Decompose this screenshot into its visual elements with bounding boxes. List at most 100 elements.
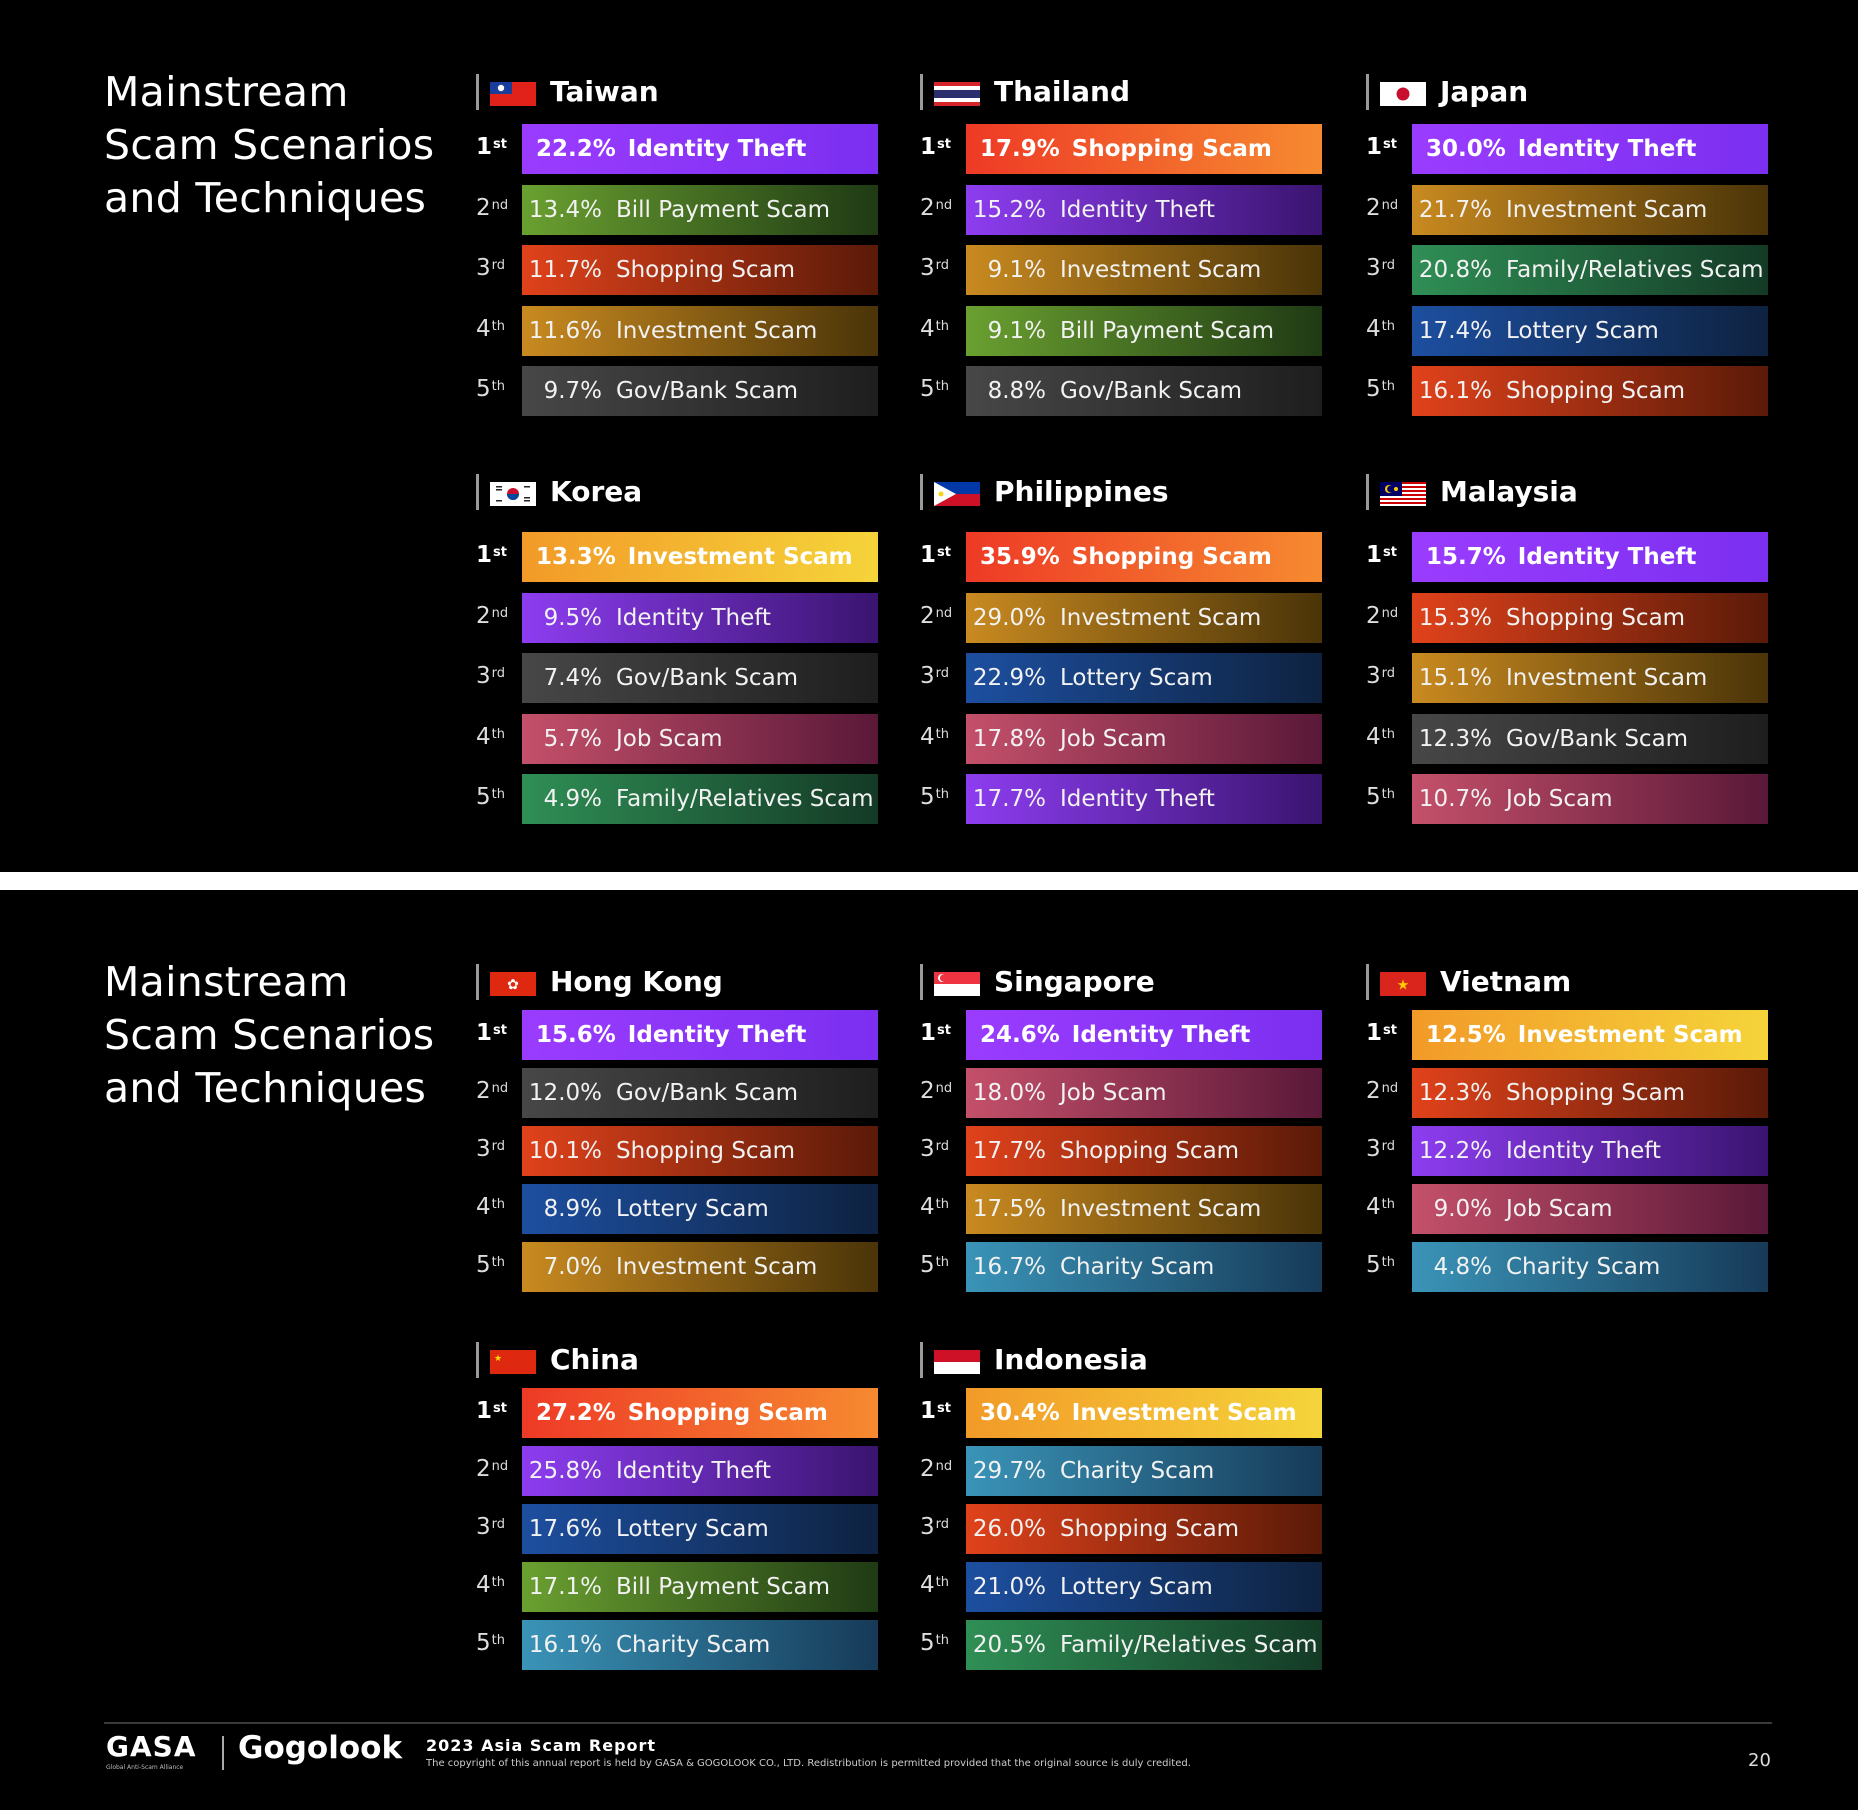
rank-label: 3rd (1366, 254, 1410, 282)
scam-name: Gov/Bank Scam (1060, 378, 1243, 404)
country-name: Vietnam (1440, 965, 1572, 998)
rank-suffix: rd (935, 1517, 950, 1532)
scam-percentage: 15.3% (1418, 604, 1492, 631)
ranking-row: 1st 13.3% Investment Scam (476, 532, 886, 582)
ranking-row: 5th 4.9% Family/Relatives Scam (476, 774, 886, 824)
rank-label: 3rd (1366, 662, 1410, 690)
scam-percentage: 16.1% (528, 1632, 602, 1658)
scam-bar: 30.4% Investment Scam (966, 1388, 1322, 1438)
header-accent-bar (1366, 74, 1369, 110)
rank-suffix: rd (491, 1517, 506, 1532)
scam-bar: 24.6% Identity Theft (966, 1010, 1322, 1060)
rank-number: 3 (920, 663, 935, 689)
rank-label: 1st (476, 133, 520, 161)
scam-percentage: 17.4% (1418, 317, 1492, 344)
hongkong-flag-icon: ✿ (490, 972, 536, 996)
rank-number: 5 (476, 1630, 491, 1656)
rank-number: 4 (920, 1194, 935, 1220)
scam-bar: 17.7% Shopping Scam (966, 1126, 1322, 1176)
ranking-row: 5th 4.8% Charity Scam (1366, 1242, 1776, 1292)
scam-name: Investment Scam (1506, 196, 1708, 223)
header-accent-bar (1366, 964, 1369, 1000)
rank-label: 5th (920, 783, 964, 811)
country-singapore: Singapore 1st 24.6% Identity Theft 2nd 18.0% J… (920, 960, 1330, 1292)
scam-name: Charity Scam (1506, 1254, 1661, 1280)
scam-bar: 21.7% Investment Scam (1412, 184, 1768, 235)
rank-label: 4th (476, 315, 520, 343)
gasa-logo-subtitle: Global Anti-Scam Alliance (106, 1764, 184, 1771)
ranking-row: 4th 12.3% Gov/Bank Scam (1366, 713, 1776, 764)
rank-suffix: st (493, 137, 507, 152)
rank-number: 1 (476, 1398, 493, 1424)
rank-number: 2 (920, 1456, 935, 1482)
ranking-row: 3rd 9.1% Investment Scam (920, 245, 1330, 295)
scam-name: Job Scam (1506, 786, 1613, 812)
rank-suffix: th (935, 318, 949, 334)
rank-label: 4th (476, 1571, 520, 1599)
scam-bar: 22.2% Identity Theft (522, 124, 878, 174)
scam-name: Shopping Scam (1060, 1516, 1240, 1542)
country-indonesia: Indonesia 1st 30.4% Investment Scam 2nd 29.7%… (920, 1338, 1330, 1670)
ranking-row: 2nd 18.0% Job Scam (920, 1068, 1330, 1118)
rank-suffix: th (1381, 1197, 1395, 1212)
ranking-row: 1st 15.7% Identity Theft (1366, 532, 1776, 582)
scam-percentage: 24.6% (980, 1022, 1060, 1048)
scam-percentage: 21.7% (1418, 196, 1492, 223)
header-accent-bar (476, 74, 479, 110)
ranking-row: 1st 35.9% Shopping Scam (920, 532, 1330, 582)
scam-bar: 30.0% Identity Theft (1412, 124, 1768, 174)
ranking-row: 3rd 11.7% Shopping Scam (476, 245, 886, 295)
rank-label: 3rd (476, 1135, 520, 1163)
rank-label: 4th (920, 1193, 964, 1221)
country-china: ★ China 1st 27.2% Shopping Scam 2nd 25.8% Ident… (476, 1338, 886, 1670)
rank-label: 3rd (476, 1513, 520, 1541)
header-accent-bar (920, 474, 923, 510)
rank-label: 5th (1366, 783, 1410, 811)
rank-label: 5th (476, 783, 520, 811)
rank-number: 1 (1366, 542, 1383, 568)
rank-suffix: th (491, 318, 505, 334)
scam-percentage: 9.7% (543, 378, 602, 404)
rank-suffix: nd (935, 605, 953, 621)
rank-number: 5 (476, 784, 491, 810)
country-name: Malaysia (1440, 475, 1578, 508)
ranking-row: 1st 27.2% Shopping Scam (476, 1388, 886, 1438)
rank-suffix: th (1381, 726, 1395, 742)
scam-percentage: 4.8% (1433, 1254, 1492, 1280)
rank-number: 2 (1366, 602, 1381, 629)
scam-bar: 17.6% Lottery Scam (522, 1504, 878, 1554)
rank-label: 1st (476, 1019, 520, 1047)
rank-label: 1st (476, 541, 520, 569)
scam-percentage: 11.7% (528, 257, 602, 283)
rank-suffix: th (491, 726, 505, 742)
rank-label: 3rd (920, 1513, 964, 1541)
scam-name: Charity Scam (1060, 1254, 1215, 1280)
rank-label: 1st (1366, 1019, 1410, 1047)
ranking-row: 5th 7.0% Investment Scam (476, 1242, 886, 1292)
ranking-row: 2nd 12.0% Gov/Bank Scam (476, 1068, 886, 1118)
scam-bar: 12.0% Gov/Bank Scam (522, 1068, 878, 1118)
scam-bar: 9.0% Job Scam (1412, 1184, 1768, 1234)
ranking-row: 1st 22.2% Identity Theft (476, 124, 886, 174)
country-hong-kong: ✿ Hong Kong 1st 15.6% Identity Theft 2nd 12.0%… (476, 960, 886, 1292)
logo-separator (222, 1736, 224, 1770)
rank-number: 5 (920, 1630, 935, 1656)
rank-number: 3 (1366, 1136, 1381, 1162)
scam-percentage: 22.2% (536, 136, 616, 162)
scam-name: Charity Scam (616, 1632, 771, 1658)
ranking-row: 3rd 17.7% Shopping Scam (920, 1126, 1330, 1176)
scam-percentage: 13.4% (528, 196, 602, 223)
rank-suffix: nd (491, 605, 509, 621)
scam-name: Investment Scam (627, 544, 853, 570)
rank-number: 5 (1366, 784, 1381, 810)
scam-bar: 12.3% Shopping Scam (1412, 1068, 1768, 1118)
country-header: Indonesia (920, 1338, 1330, 1382)
rank-label: 2nd (920, 194, 964, 222)
thailand-flag-icon (934, 82, 980, 106)
scam-bar: 17.5% Investment Scam (966, 1184, 1322, 1234)
rank-suffix: th (491, 1255, 505, 1270)
country-name: Philippines (994, 475, 1169, 508)
rank-number: 4 (476, 315, 491, 342)
scam-percentage: 30.4% (980, 1400, 1060, 1426)
scam-bar: 7.0% Investment Scam (522, 1242, 878, 1292)
